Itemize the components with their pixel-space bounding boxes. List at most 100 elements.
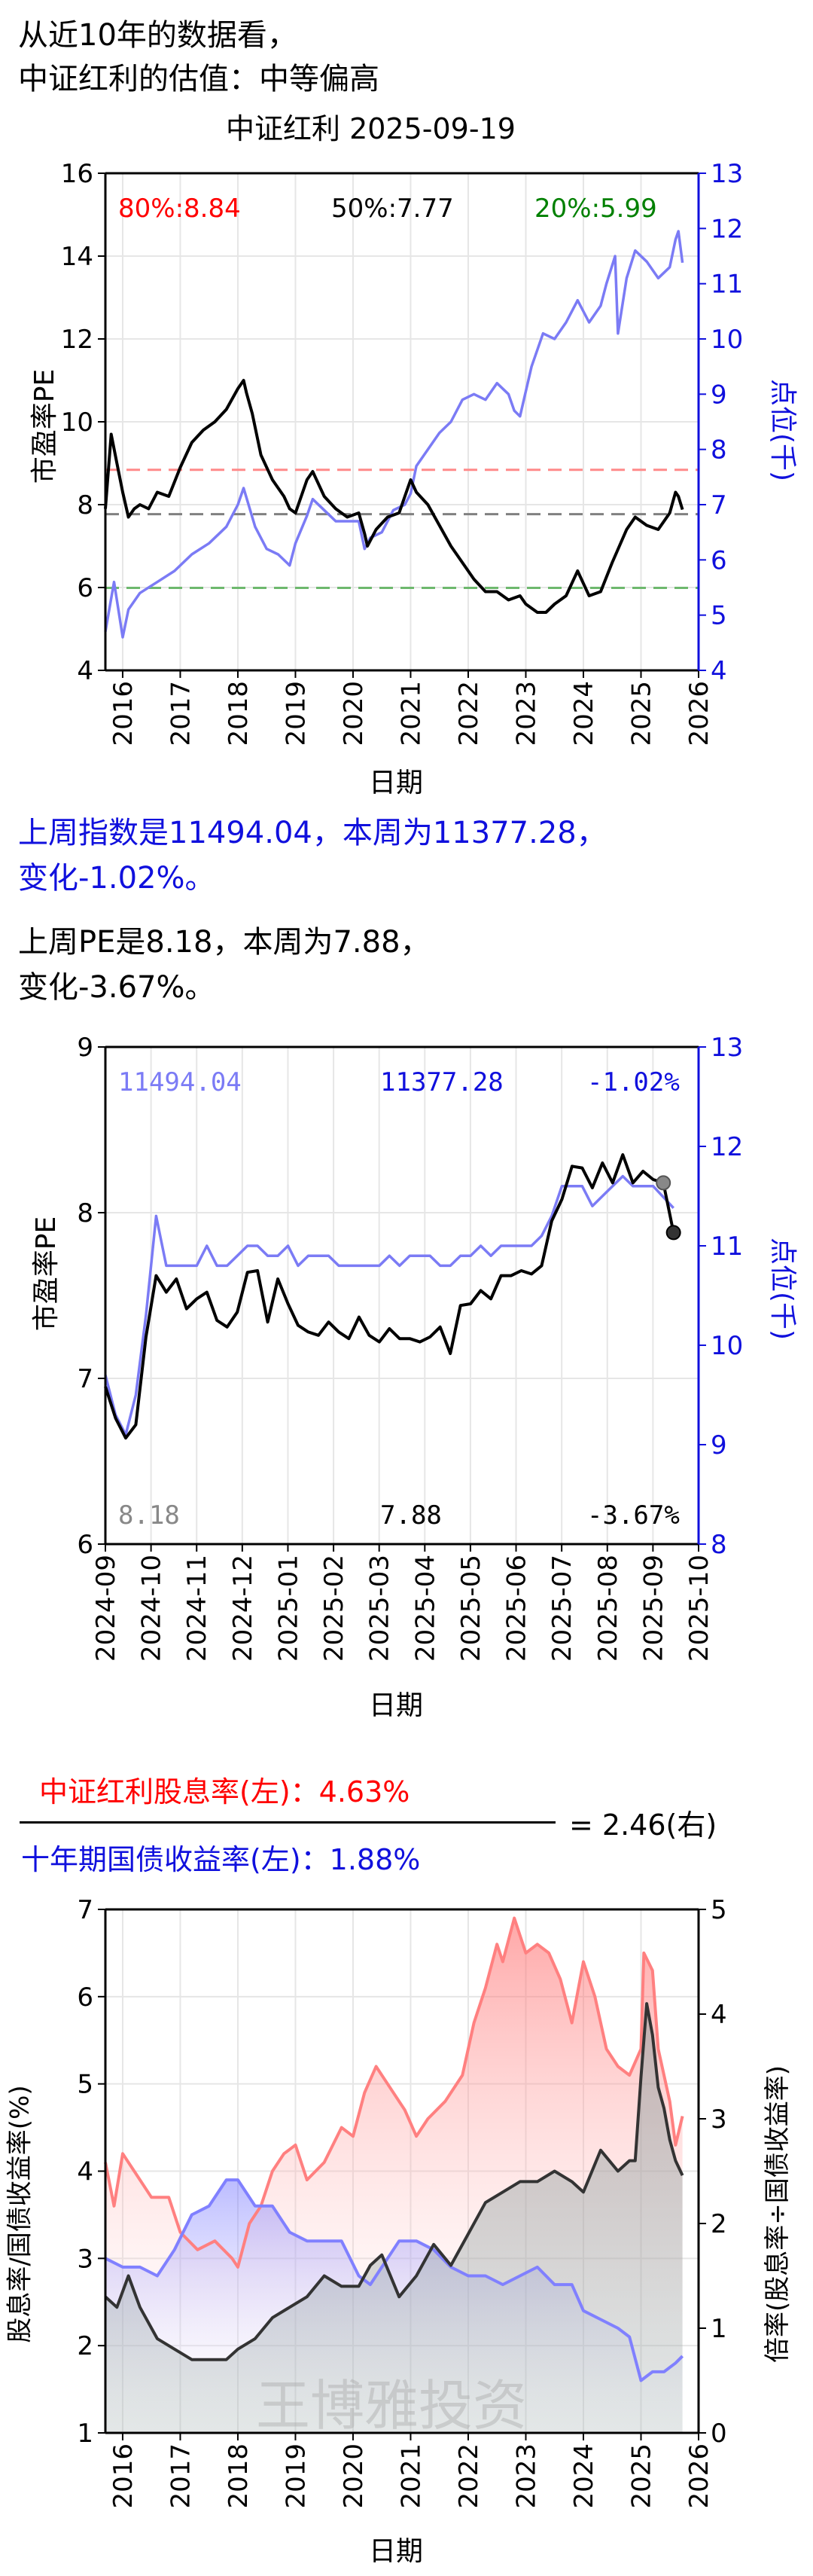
- x-tick-label: 2025-08: [593, 1555, 623, 1662]
- x-tick-label: 2025-02: [319, 1555, 349, 1662]
- y-right-tick-label: 1: [711, 2314, 727, 2344]
- chart1-xlabel: 日期: [369, 768, 424, 798]
- y-right-tick-label: 11: [711, 270, 743, 300]
- y-tick-label: 8: [77, 1198, 93, 1228]
- yield-ratio-line: [104, 2002, 684, 2361]
- x-tick-label: 2019: [281, 681, 311, 746]
- x-tick-label: 2024: [569, 2443, 599, 2509]
- prev-index-label: 11494.04: [118, 1067, 242, 1097]
- y-right-tick-label: 5: [711, 1895, 727, 1925]
- x-tick-label: 2024-11: [182, 1555, 212, 1662]
- y-tick-label: 8: [77, 490, 93, 520]
- x-tick-label: 2025-05: [456, 1555, 486, 1662]
- y-tick-label: 1: [77, 2419, 93, 2449]
- x-tick-label: 2024-12: [228, 1555, 258, 1662]
- y-tick-label: 2: [77, 2331, 93, 2361]
- formula-denominator: 十年期国债收益率(左)：1.88%: [21, 1843, 421, 1876]
- y-right-tick-label: 9: [711, 380, 727, 410]
- formula-numerator: 中证红利股息率(左)：4.63%: [39, 1775, 410, 1808]
- x-tick-label: 2026: [684, 2443, 714, 2509]
- x-tick-label: 2023: [511, 681, 541, 746]
- p20-label: 20%:5.99: [534, 194, 657, 224]
- header-line-1: 从近10年的数据看，: [18, 18, 297, 53]
- x-tick-label: 2023: [511, 2443, 541, 2509]
- x-tick-label: 2025-03: [365, 1555, 395, 1662]
- watermark: 王博雅投资: [256, 2374, 528, 2437]
- x-tick-label: 2019: [281, 2443, 311, 2509]
- yield-ratio-area: [105, 2004, 683, 2433]
- x-tick-label: 2018: [224, 2443, 254, 2509]
- x-tick-label: 2025-09: [638, 1555, 668, 1662]
- formula-result: = 2.46(右): [569, 1808, 717, 1842]
- chart2-svg: 2024-09 2024-10 2024-11 2024-12 2025-01 2025-…: [77, 1033, 743, 1662]
- y-right-tick-label: 13: [711, 159, 743, 189]
- x-tick-label: 2025: [626, 681, 656, 746]
- prev-pe-label: 8.18: [118, 1500, 180, 1531]
- x-tick-label: 2025-10: [684, 1555, 714, 1662]
- index-weekly-line: [104, 1174, 674, 1436]
- y-tick-label: 4: [77, 2157, 93, 2187]
- x-tick-label: 2022: [454, 2443, 484, 2509]
- y-tick-label: 5: [77, 2070, 93, 2100]
- x-tick-label: 2025-04: [410, 1555, 440, 1662]
- x-tick-label: 2017: [166, 2443, 196, 2509]
- y-right-tick-label: 6: [711, 545, 727, 575]
- summary-index-line-1: 上周指数是11494.04，本周为11377.28，: [18, 816, 607, 850]
- pe-series-line: [104, 379, 684, 614]
- formula-fraction-bar: [20, 1821, 556, 1824]
- summary-pe-line-1: 上周PE是8.18，本周为7.88，: [18, 925, 431, 960]
- dividend-yield-line: [104, 1916, 684, 2269]
- x-tick-label: 2026: [684, 681, 714, 746]
- chart2-xlabel: 日期: [369, 1690, 424, 1721]
- x-tick-label: 2020: [339, 2443, 369, 2509]
- bond-yield-line: [105, 2178, 684, 2382]
- x-tick-label: 2021: [396, 681, 426, 746]
- y-tick-label: 9: [77, 1033, 93, 1063]
- y-right-tick-label: 10: [711, 1331, 743, 1361]
- x-tick-label: 2022: [454, 681, 484, 746]
- x-tick-label: 2024-10: [137, 1555, 167, 1662]
- y-tick-label: 16: [61, 159, 93, 189]
- y-tick-label: 6: [77, 573, 93, 603]
- chg-pe-label: -3.67%: [587, 1500, 680, 1531]
- y-right-tick-label: 13: [711, 1033, 743, 1063]
- y-tick-label: 7: [77, 1364, 93, 1394]
- y-tick-label: 7: [77, 1895, 93, 1925]
- chart3-ylabel: 股息率/国债收益率(%): [5, 2085, 35, 2343]
- pe-weekly-line: [104, 1153, 675, 1440]
- y-right-tick-label: 4: [711, 656, 727, 686]
- index-series-line: [104, 230, 684, 639]
- y-right-tick-label: 8: [711, 1530, 727, 1560]
- x-tick-label: 2024-09: [91, 1555, 121, 1662]
- x-tick-label: 2021: [396, 2443, 426, 2509]
- x-tick-label: 2025-01: [273, 1555, 303, 1662]
- x-tick-label: 2016: [108, 681, 139, 746]
- x-tick-label: 2016: [108, 2443, 139, 2509]
- x-tick-label: 2025-06: [502, 1555, 532, 1662]
- x-tick-label: 2025-07: [547, 1555, 577, 1662]
- y-tick-label: 12: [61, 325, 93, 355]
- x-tick-label: 2020: [339, 681, 369, 746]
- chart1-svg: 2016 2017 2018 2019 2020 2021 2022 2023 2024 2025…: [61, 159, 744, 746]
- y-right-tick-label: 5: [711, 601, 727, 631]
- y-tick-label: 6: [77, 1982, 93, 2013]
- chart3-ylabel-right: 倍率(股息率÷国债收益率): [763, 2065, 793, 2364]
- cur-week-marker: [665, 1225, 681, 1241]
- y-right-tick-label: 12: [711, 214, 743, 244]
- x-tick-label: 2017: [166, 681, 196, 746]
- y-right-tick-label: 2: [711, 2209, 727, 2239]
- y-right-tick-label: 4: [711, 2000, 727, 2030]
- y-right-tick-label: 8: [711, 435, 727, 465]
- x-tick-label: 2025: [626, 2443, 656, 2509]
- y-right-tick-label: 3: [711, 2104, 727, 2135]
- chart3-xlabel: 日期: [369, 2536, 424, 2567]
- x-tick-label: 2024: [569, 681, 599, 746]
- p80-label: 80%:8.84: [118, 194, 241, 224]
- summary-index-line-2: 变化-1.02%。: [18, 861, 215, 896]
- y-tick-label: 6: [77, 1530, 93, 1560]
- cur-pe-label: 7.88: [380, 1500, 442, 1531]
- y-tick-label: 10: [61, 407, 93, 438]
- y-right-tick-label: 12: [711, 1132, 743, 1162]
- y-right-tick-label: 11: [711, 1232, 743, 1262]
- y-tick-label: 4: [77, 656, 93, 686]
